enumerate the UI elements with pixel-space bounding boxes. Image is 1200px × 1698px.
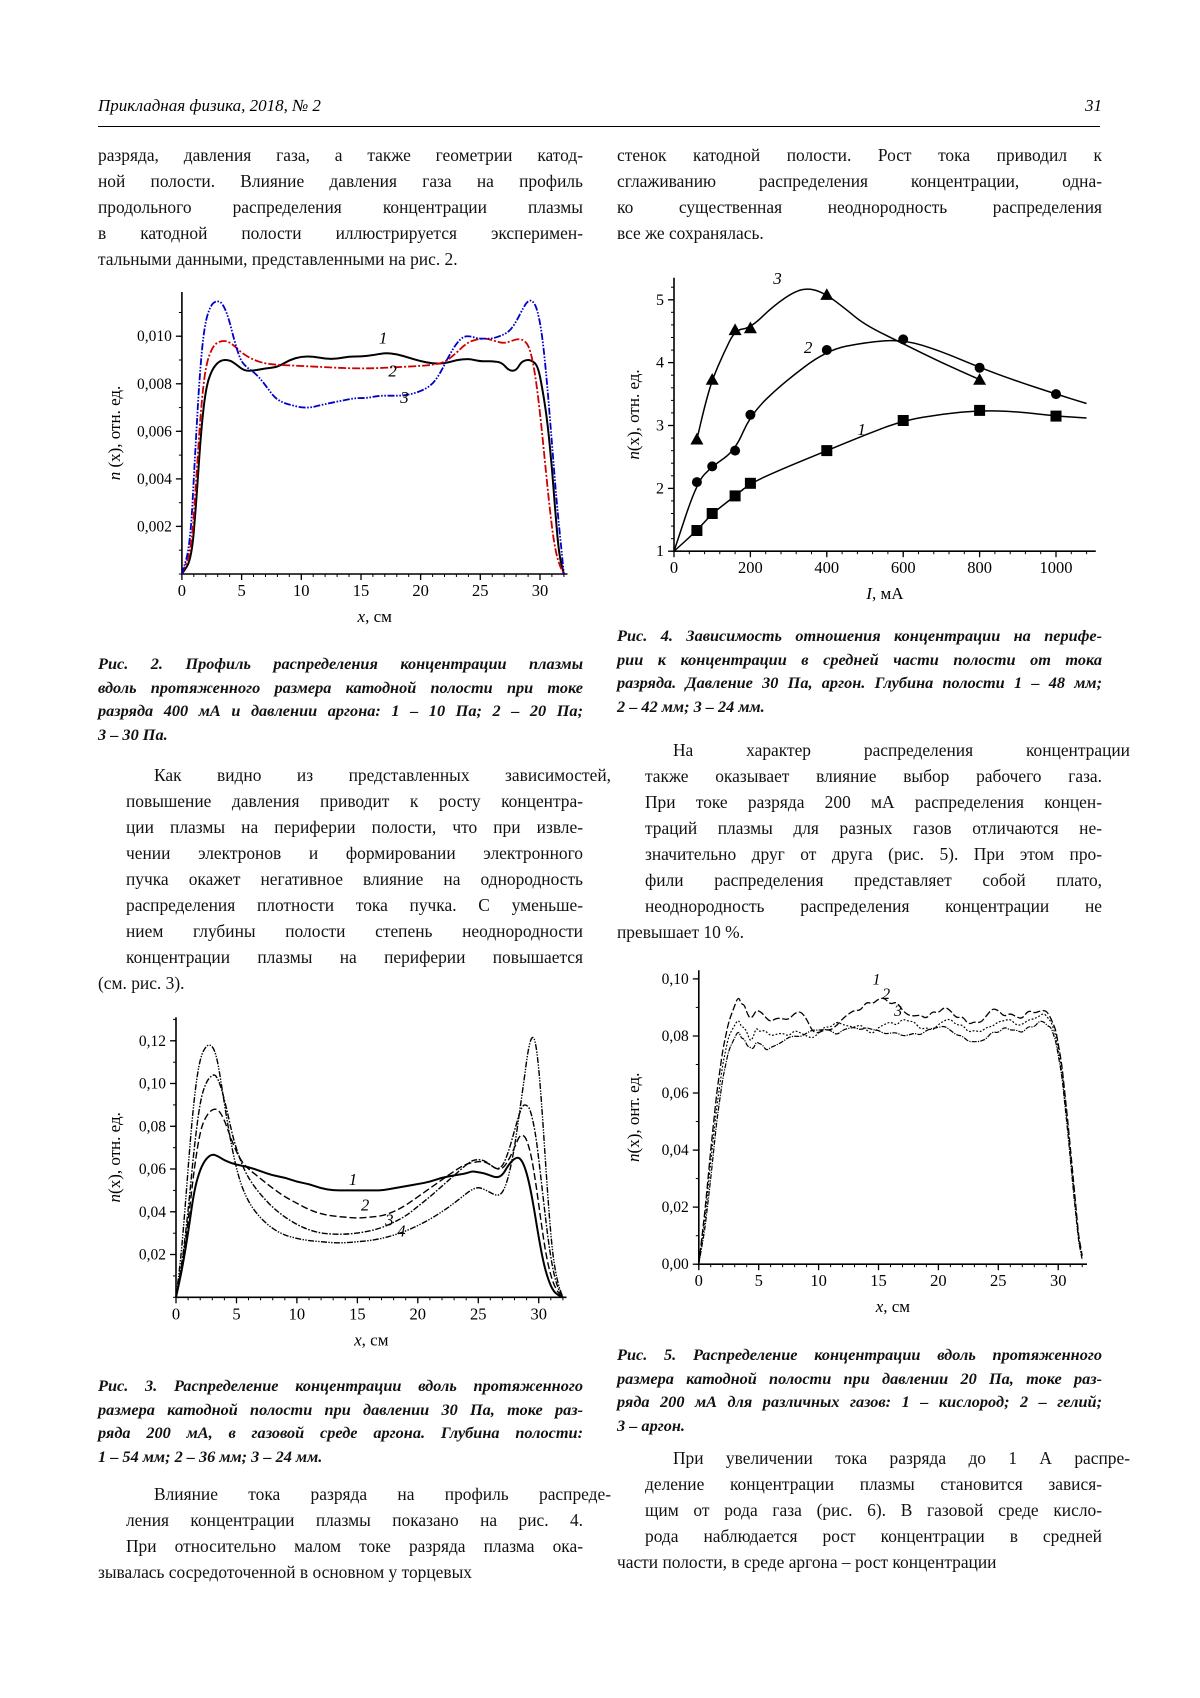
- svg-text:2: 2: [882, 986, 890, 1003]
- svg-text:15: 15: [870, 1271, 887, 1290]
- svg-text:0: 0: [670, 558, 678, 577]
- svg-text:0: 0: [695, 1271, 703, 1290]
- svg-text:0,12: 0,12: [139, 1033, 166, 1050]
- svg-text:0,002: 0,002: [137, 518, 172, 535]
- svg-text:0,06: 0,06: [139, 1161, 166, 1178]
- svg-text:0,02: 0,02: [139, 1247, 166, 1264]
- svg-text:0,00: 0,00: [662, 1256, 689, 1273]
- svg-text:2: 2: [388, 362, 397, 381]
- svg-text:0,02: 0,02: [662, 1199, 689, 1216]
- svg-text:25: 25: [990, 1271, 1007, 1290]
- svg-text:15: 15: [349, 1304, 366, 1323]
- svg-text:0,008: 0,008: [137, 376, 172, 393]
- svg-text:1000: 1000: [1040, 558, 1073, 577]
- svg-text:n(x), отн. ед.: n(x), отн. ед.: [105, 1112, 124, 1202]
- svg-text:200: 200: [738, 558, 763, 577]
- svg-text:10: 10: [810, 1271, 827, 1290]
- svg-text:2: 2: [804, 338, 813, 357]
- svg-text:20: 20: [410, 1304, 427, 1323]
- svg-text:0,10: 0,10: [139, 1076, 166, 1093]
- svg-text:0,08: 0,08: [139, 1118, 166, 1135]
- svg-text:5: 5: [237, 581, 245, 600]
- svg-text:x, см: x, см: [875, 1297, 911, 1316]
- svg-text:x, см: x, см: [357, 607, 393, 626]
- svg-text:0,10: 0,10: [662, 971, 689, 988]
- svg-text:0,04: 0,04: [662, 1142, 689, 1159]
- svg-text:5: 5: [755, 1271, 763, 1290]
- svg-text:0,06: 0,06: [662, 1085, 689, 1102]
- svg-text:25: 25: [470, 1304, 487, 1323]
- svg-text:0,08: 0,08: [662, 1028, 689, 1045]
- svg-text:3: 3: [772, 269, 782, 288]
- svg-text:1: 1: [857, 420, 866, 439]
- svg-text:3: 3: [893, 1003, 902, 1020]
- svg-text:1: 1: [656, 543, 664, 560]
- svg-text:0,006: 0,006: [137, 423, 172, 440]
- svg-text:x, см: x, см: [353, 1330, 389, 1349]
- svg-text:0,004: 0,004: [137, 471, 172, 488]
- svg-text:5: 5: [232, 1304, 240, 1323]
- svg-text:2: 2: [656, 480, 664, 497]
- svg-text:3: 3: [399, 388, 409, 407]
- svg-text:10: 10: [293, 581, 310, 600]
- svg-text:n(x), онт. ед.: n(x), онт. ед.: [624, 1073, 643, 1162]
- svg-text:4: 4: [397, 1221, 405, 1240]
- svg-text:n(x), отн. ед.: n(x), отн. ед.: [624, 369, 643, 459]
- svg-text:30: 30: [1050, 1271, 1067, 1290]
- svg-text:0,010: 0,010: [137, 328, 172, 345]
- svg-text:1: 1: [349, 1170, 357, 1189]
- svg-text:2: 2: [361, 1196, 369, 1215]
- svg-text:20: 20: [412, 581, 429, 600]
- svg-text:0: 0: [178, 581, 186, 600]
- svg-text:4: 4: [656, 355, 664, 372]
- svg-text:25: 25: [472, 581, 489, 600]
- svg-text:n (x), отн. ед.: n (x), отн. ед.: [105, 386, 124, 481]
- svg-text:800: 800: [967, 558, 992, 577]
- svg-text:30: 30: [530, 1304, 547, 1323]
- svg-text:3: 3: [384, 1211, 393, 1230]
- svg-text:400: 400: [814, 558, 839, 577]
- svg-text:600: 600: [891, 558, 916, 577]
- svg-text:5: 5: [656, 292, 664, 309]
- svg-text:0: 0: [172, 1304, 180, 1323]
- svg-text:0,04: 0,04: [139, 1204, 166, 1221]
- svg-text:10: 10: [289, 1304, 306, 1323]
- svg-text:15: 15: [353, 581, 370, 600]
- svg-text:20: 20: [930, 1271, 947, 1290]
- svg-text:1: 1: [379, 328, 388, 347]
- svg-text:I, мА: I, мА: [865, 584, 904, 603]
- svg-text:30: 30: [532, 581, 549, 600]
- svg-text:1: 1: [873, 972, 881, 989]
- svg-text:3: 3: [656, 418, 664, 435]
